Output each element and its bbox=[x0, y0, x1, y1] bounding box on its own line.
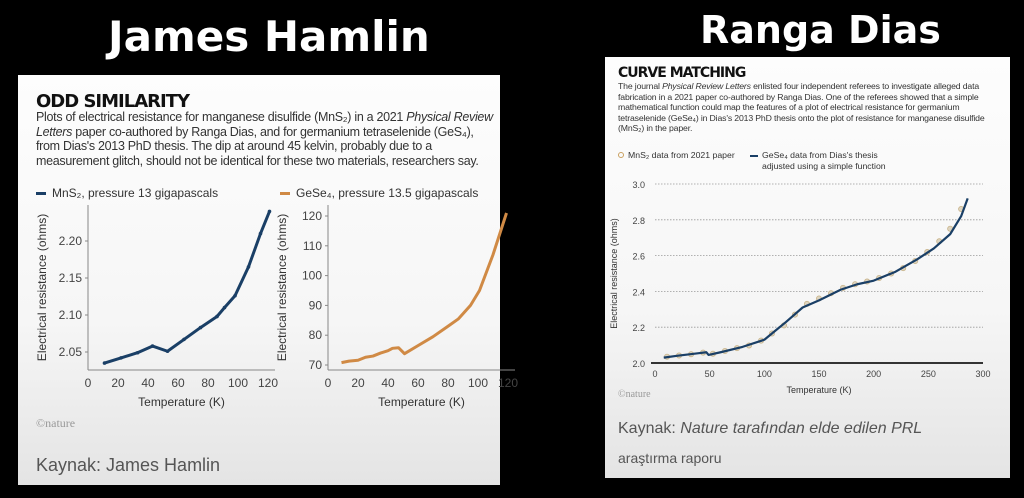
data-point bbox=[150, 344, 155, 348]
right-panel bbox=[605, 57, 1010, 478]
y-tick-label: 2.20 bbox=[59, 234, 83, 248]
legend-line-icon bbox=[280, 192, 290, 196]
y-tick-label: 2.10 bbox=[59, 308, 83, 322]
legend-line-icon bbox=[36, 192, 46, 196]
data-point bbox=[165, 349, 170, 354]
x-tick-label: 120 bbox=[258, 376, 278, 390]
left-title: James Hamlin bbox=[108, 12, 430, 61]
legend-circle-icon bbox=[618, 152, 624, 158]
y-tick-label: 120 bbox=[302, 209, 322, 223]
y-tick-label: 2.0 bbox=[632, 359, 645, 369]
x-tick-label: 100 bbox=[757, 369, 772, 379]
data-point bbox=[233, 293, 237, 298]
y-tick-label: 100 bbox=[302, 269, 322, 283]
nature-logo: ©nature bbox=[36, 416, 76, 430]
y-axis-label: Electrical resistance (ohms) bbox=[35, 214, 49, 361]
data-point bbox=[135, 350, 140, 355]
x-tick-label: 20 bbox=[351, 376, 365, 390]
data-point bbox=[198, 325, 203, 330]
right-caption-line2: araştırma raporu bbox=[618, 450, 722, 466]
data-point bbox=[102, 361, 107, 365]
y-tick-label: 2.2 bbox=[632, 323, 645, 333]
y-axis-label: Electrical resistance (ohms) bbox=[275, 214, 289, 361]
right-caption: Kaynak: Nature tarafından elde edilen PR… bbox=[618, 420, 923, 437]
x-tick-label: 60 bbox=[171, 376, 185, 390]
x-tick-label: 40 bbox=[381, 376, 395, 390]
x-tick-label: 100 bbox=[468, 376, 488, 390]
x-tick-label: 200 bbox=[866, 369, 881, 379]
left-heading: ODD SIMILARITY bbox=[36, 91, 190, 112]
left-description: Plots of electrical resistance for manga… bbox=[36, 110, 493, 168]
x-tick-label: 250 bbox=[921, 369, 936, 379]
series-line bbox=[104, 210, 271, 365]
data-point bbox=[119, 356, 123, 360]
x-tick-label: 50 bbox=[705, 369, 715, 379]
data-point bbox=[222, 305, 227, 310]
nature-logo: ©nature bbox=[618, 389, 651, 400]
left-panel bbox=[18, 75, 500, 485]
x-tick-label: 20 bbox=[111, 376, 125, 390]
x-tick-label: 80 bbox=[441, 376, 455, 390]
series-line bbox=[341, 212, 508, 365]
y-tick-label: 2.4 bbox=[632, 287, 645, 297]
legend-gese4: GeSe₄, pressure 13.5 gigapascals bbox=[280, 186, 478, 200]
series-line bbox=[663, 197, 969, 359]
x-tick-label: 0 bbox=[652, 369, 657, 379]
x-tick-label: 150 bbox=[811, 369, 826, 379]
data-point bbox=[258, 231, 263, 236]
legend-line-icon bbox=[750, 154, 758, 157]
x-tick-label: 100 bbox=[228, 376, 248, 390]
x-tick-label: 0 bbox=[85, 376, 92, 390]
y-tick-label: 2.8 bbox=[632, 216, 645, 226]
x-tick-label: 120 bbox=[498, 376, 518, 390]
y-tick-label: 110 bbox=[303, 239, 322, 253]
x-axis-label: Temperature (K) bbox=[378, 395, 465, 409]
data-point bbox=[246, 265, 251, 269]
data-point bbox=[182, 337, 186, 342]
x-axis-label: Temperature (K) bbox=[786, 385, 851, 395]
y-tick-label: 3.0 bbox=[632, 180, 645, 190]
x-tick-label: 40 bbox=[141, 376, 155, 390]
right-title: Ranga Dias bbox=[700, 8, 941, 52]
y-tick-label: 80 bbox=[309, 328, 323, 342]
data-point bbox=[215, 314, 219, 319]
x-tick-label: 60 bbox=[411, 376, 425, 390]
x-tick-label: 0 bbox=[325, 376, 332, 390]
legend-mns2-points: MnS₂ data from 2021 paper bbox=[618, 150, 735, 160]
data-point bbox=[267, 209, 272, 214]
legend-mns2: MnS₂, pressure 13 gigapascals bbox=[36, 186, 218, 200]
y-tick-label: 70 bbox=[309, 358, 323, 372]
right-heading: CURVE MATCHING bbox=[618, 65, 746, 81]
right-description: The journal Physical Review Letters enli… bbox=[618, 81, 985, 134]
x-axis-label: Temperature (K) bbox=[138, 395, 225, 409]
y-axis-label: Electrical resistance (ohms) bbox=[609, 218, 619, 329]
y-tick-label: 2.05 bbox=[59, 345, 83, 359]
legend-gese4-adjusted: GeSe₄ data from Dias's thesis adjusted us… bbox=[750, 150, 886, 172]
y-tick-label: 2.15 bbox=[59, 271, 83, 285]
y-tick-label: 90 bbox=[309, 298, 323, 312]
left-caption: Kaynak: James Hamlin bbox=[36, 455, 221, 475]
y-tick-label: 2.6 bbox=[632, 252, 645, 262]
x-tick-label: 80 bbox=[201, 376, 215, 390]
x-tick-label: 300 bbox=[975, 369, 990, 379]
